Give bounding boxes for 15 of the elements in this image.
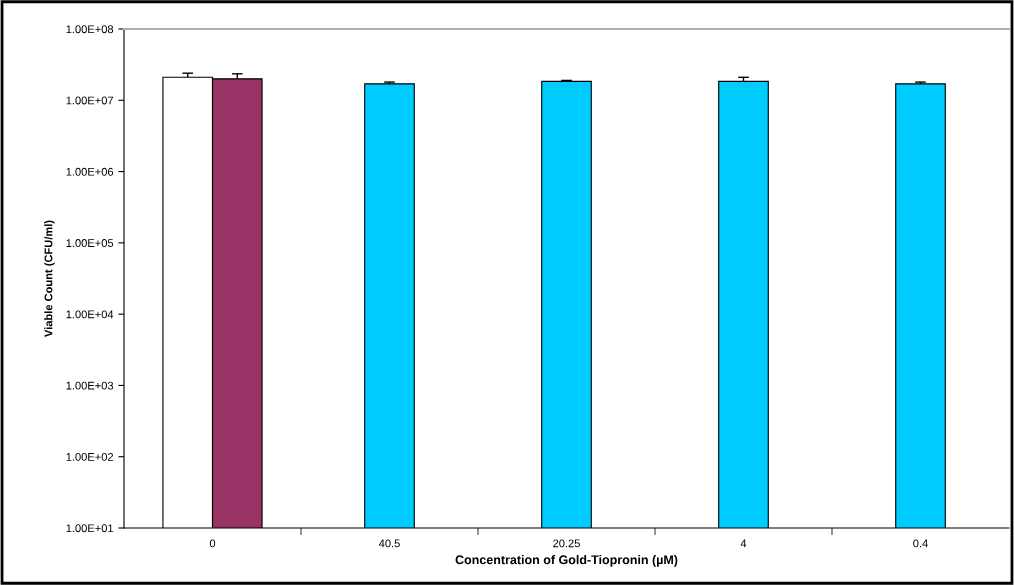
y-axis-title: Viable Count (CFU/ml) bbox=[44, 220, 55, 337]
y-tick-label: 1.00E+08 bbox=[66, 25, 114, 34]
y-tick-label: 1.00E+03 bbox=[66, 381, 114, 390]
x-tick-label: 0 bbox=[209, 539, 216, 548]
y-tick-label: 1.00E+07 bbox=[66, 96, 114, 105]
x-tick-label: 4 bbox=[740, 539, 747, 548]
y-tick-label: 1.00E+01 bbox=[66, 524, 114, 533]
x-axis-title: Concentration of Gold-Tiopronin (µM) bbox=[455, 555, 678, 567]
y-tick-label: 1.00E+06 bbox=[66, 167, 114, 176]
x-tick-label: 20.25 bbox=[553, 539, 580, 548]
x-tick-label: 0.4 bbox=[913, 539, 928, 548]
y-tick-label: 1.00E+05 bbox=[66, 239, 114, 247]
y-tick-label: 1.00E+04 bbox=[66, 310, 114, 319]
y-tick-label: 1.00E+02 bbox=[66, 452, 114, 461]
x-tick-label: 40.5 bbox=[378, 539, 400, 548]
